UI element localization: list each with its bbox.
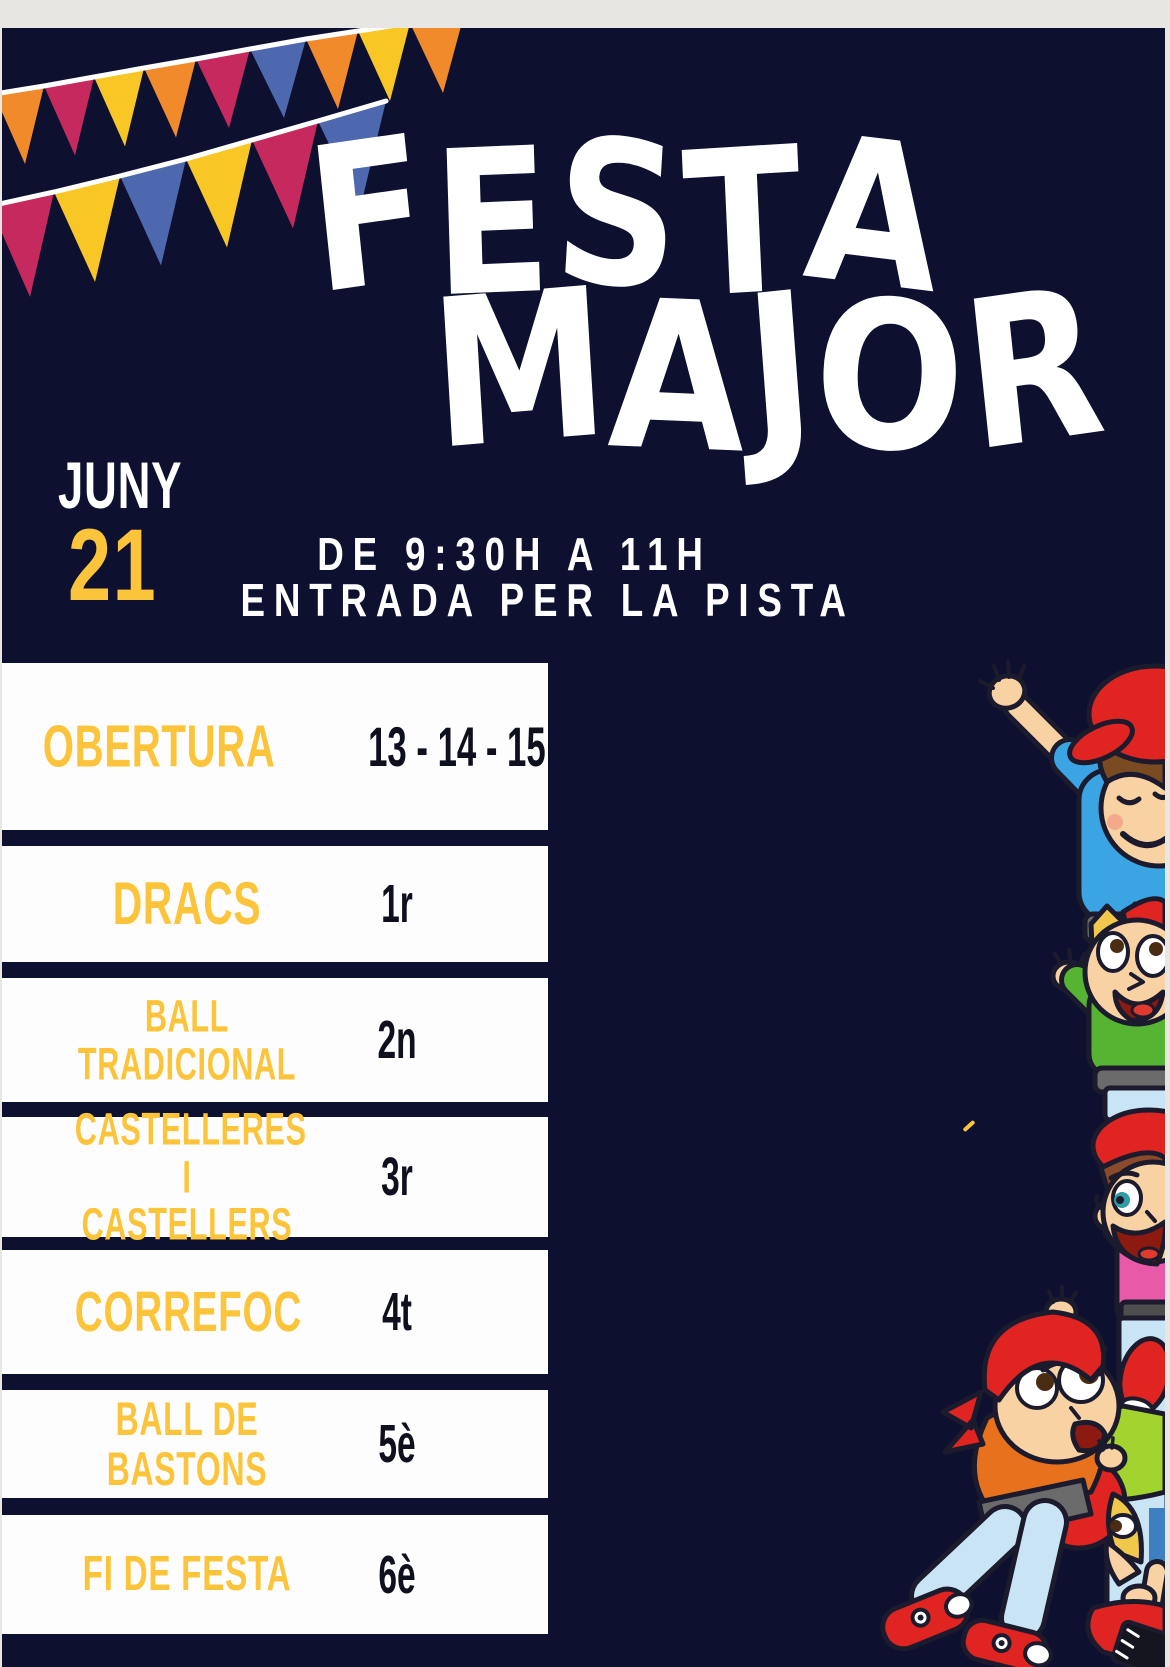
title-line-major: MAJOR bbox=[424, 242, 1116, 502]
bunting-flags-icon bbox=[2, 28, 461, 297]
schedule-row-fi-de-festa: FI DE FESTA 6è bbox=[2, 1515, 548, 1634]
schedule-row-ball-tradicional: BALL TRADICIONAL 2n bbox=[2, 978, 548, 1102]
schedule-row-dracs: DRACS 1r bbox=[2, 846, 548, 962]
kid-green-tongue bbox=[1050, 896, 1165, 1123]
event-month: JUNY bbox=[58, 448, 183, 522]
schedule-activity-label: BALL DE BASTONS bbox=[106, 1392, 268, 1495]
schedule-row-castelleres: CASTELLERES I CASTELLERS 3r bbox=[2, 1105, 548, 1248]
schedule-grade-value: 13 - 14 - 15 bbox=[368, 714, 546, 778]
castellers-illustration bbox=[880, 660, 1165, 1667]
schedule-grade-value: 1r bbox=[381, 874, 413, 934]
schedule-activity-label: BALL TRADICIONAL bbox=[77, 990, 297, 1089]
schedule-grade-value: 3r bbox=[381, 1147, 413, 1207]
schedule-activity-label: FI DE FESTA bbox=[82, 1546, 292, 1601]
event-time: DE 9:30H A 11H bbox=[317, 528, 712, 580]
schedule-grade-value: 6è bbox=[378, 1544, 416, 1605]
schedule-activity-label: OBERTURA bbox=[42, 713, 276, 780]
schedule-row-correfoc: CORREFOC 4t bbox=[2, 1250, 548, 1374]
schedule-activity-label: CASTELLERES I CASTELLERS bbox=[74, 1103, 307, 1250]
schedule-activity-label: CORREFOC bbox=[74, 1279, 303, 1344]
schedule-row-obertura: OBERTURA 13 - 14 - 15 bbox=[2, 663, 548, 830]
schedule-grade-value: 4t bbox=[382, 1282, 412, 1342]
event-entrance-note: ENTRADA PER LA PISTA bbox=[240, 574, 855, 626]
schedule-grade-value: 2n bbox=[377, 1010, 417, 1070]
schedule-row-ball-de-bastons: BALL DE BASTONS 5è bbox=[2, 1390, 548, 1498]
kid-blue-waving bbox=[978, 660, 1165, 985]
kid-orange-bandana bbox=[880, 1285, 1128, 1667]
schedule-activity-label: DRACS bbox=[112, 870, 262, 938]
schedule-grade-value: 5è bbox=[378, 1414, 416, 1474]
event-day: 21 bbox=[68, 508, 158, 622]
festa-major-poster: FESTA MAJOR JUNY 21 DE 9:30H A 11H ENTRA… bbox=[2, 28, 1165, 1667]
kid-pink-cap bbox=[1090, 1107, 1165, 1433]
